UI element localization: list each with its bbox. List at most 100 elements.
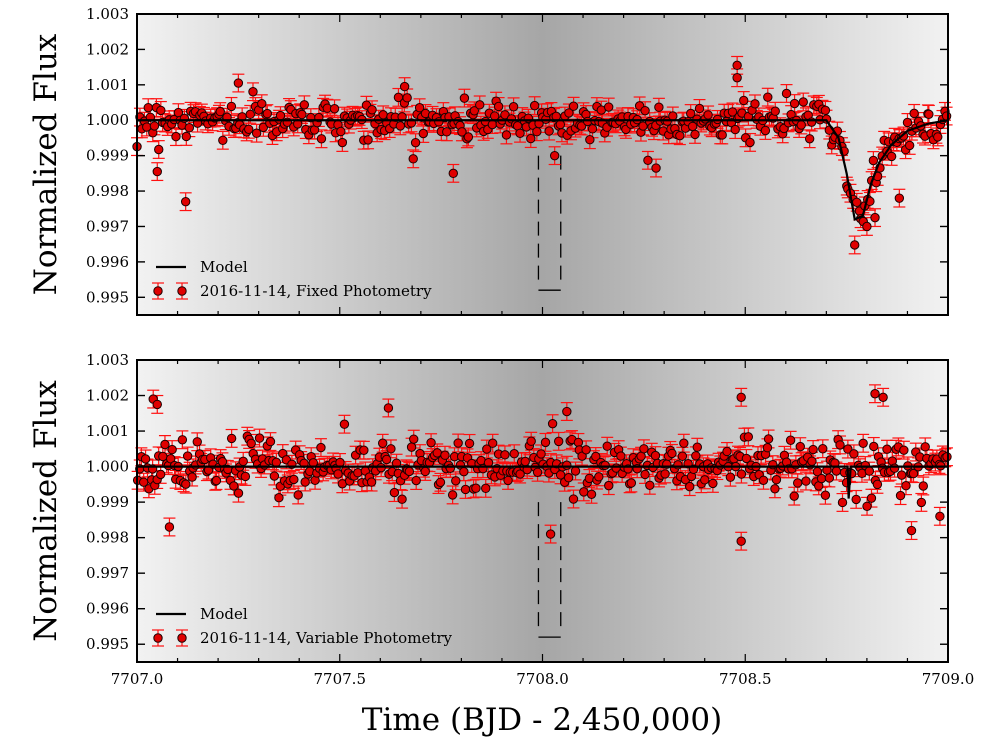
data-point — [694, 103, 705, 114]
data-point — [573, 437, 584, 448]
data-point — [248, 87, 258, 97]
data-point — [143, 102, 153, 113]
data-point — [339, 419, 350, 429]
data-point — [563, 473, 574, 483]
data-point — [869, 441, 879, 452]
data-point — [789, 491, 799, 501]
data-point — [167, 444, 177, 455]
data-point — [316, 442, 326, 453]
legend-label-data: 2016-11-14, Variable Photometry — [200, 629, 453, 647]
legend-label-model: Model — [200, 258, 248, 276]
data-point — [402, 93, 412, 103]
legend-marker — [177, 633, 187, 643]
data-point — [918, 481, 928, 491]
data-point — [211, 475, 222, 486]
y-tick-label: 0.999 — [86, 147, 129, 165]
x-axis-label: Time (BJD - 2,450,000) — [362, 702, 722, 738]
data-point — [886, 151, 897, 162]
data-point — [240, 471, 251, 482]
data-point — [603, 102, 614, 112]
data-point — [233, 78, 244, 88]
data-point — [837, 497, 848, 508]
data-point — [226, 101, 237, 112]
data-point — [493, 101, 504, 112]
data-point — [445, 463, 456, 474]
data-point — [149, 121, 160, 131]
data-point — [463, 132, 474, 142]
data-point — [453, 438, 463, 448]
y-tick-label: 0.996 — [86, 253, 129, 271]
data-point — [594, 472, 604, 482]
data-point — [404, 466, 415, 477]
data-point — [293, 490, 303, 500]
data-point — [889, 463, 900, 473]
data-point — [675, 130, 685, 141]
data-point — [758, 475, 769, 485]
data-point — [685, 481, 695, 492]
data-point — [568, 101, 579, 111]
data-point — [378, 110, 388, 120]
data-point — [933, 132, 943, 142]
data-point — [181, 479, 191, 489]
data-point — [540, 437, 551, 448]
data-point — [244, 124, 254, 135]
data-point — [532, 127, 542, 137]
y-tick-label: 1.003 — [86, 5, 129, 23]
data-point — [366, 477, 377, 487]
y-axis-label: Normalized Flux — [28, 33, 64, 295]
shaded-band — [137, 360, 948, 662]
data-point — [935, 511, 945, 522]
data-point — [245, 109, 255, 120]
data-point — [547, 418, 558, 429]
data-point — [156, 105, 166, 116]
data-point — [262, 108, 273, 119]
data-point — [520, 456, 530, 467]
data-point — [420, 466, 430, 477]
data-point — [604, 480, 614, 491]
data-point — [508, 102, 519, 112]
data-point — [872, 479, 883, 490]
data-point — [781, 88, 792, 99]
model-line — [137, 119, 949, 221]
legend-label-model: Model — [200, 605, 248, 623]
data-point — [677, 451, 688, 461]
y-tick-label: 1.000 — [86, 111, 129, 129]
data-point — [770, 484, 780, 494]
data-point — [329, 104, 340, 114]
y-tick-label: 0.996 — [86, 600, 129, 618]
data-point — [858, 438, 868, 448]
data-point — [215, 106, 225, 117]
data-point — [894, 193, 905, 203]
data-point — [529, 100, 540, 111]
data-point — [591, 451, 601, 462]
model-line — [137, 465, 948, 499]
data-point — [640, 469, 650, 480]
data-point — [654, 102, 664, 112]
y-tick-label: 0.995 — [86, 288, 129, 306]
y-tick-label: 1.001 — [86, 76, 129, 94]
data-point — [545, 529, 556, 539]
data-point — [481, 483, 491, 494]
data-point — [616, 451, 626, 461]
data-point — [942, 452, 952, 462]
data-point — [878, 392, 888, 403]
data-point — [650, 450, 661, 461]
data-point — [246, 438, 256, 449]
data-point — [899, 445, 909, 455]
data-point — [818, 444, 828, 454]
data-point — [289, 474, 299, 485]
data-point — [482, 444, 492, 454]
data-point — [743, 432, 754, 442]
data-point — [447, 490, 458, 500]
data-point — [297, 109, 307, 120]
data-point — [916, 497, 927, 508]
data-point — [626, 478, 637, 488]
data-point — [377, 438, 388, 448]
data-point — [745, 137, 755, 148]
data-point — [824, 473, 835, 483]
y-tick-label: 1.003 — [86, 351, 129, 369]
y-tick-label: 0.997 — [86, 564, 129, 582]
data-point — [254, 433, 265, 443]
data-point — [432, 448, 442, 458]
